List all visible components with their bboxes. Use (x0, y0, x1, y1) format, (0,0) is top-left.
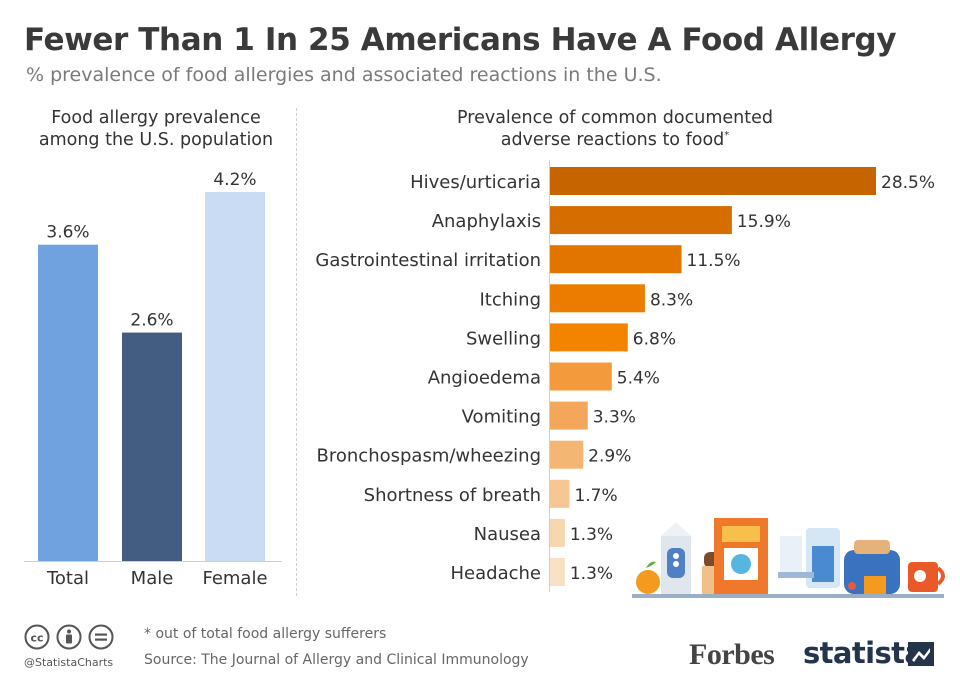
bar-vomiting (550, 401, 588, 430)
statista-logo-icon (908, 642, 934, 666)
footnote-marker: * (724, 130, 730, 142)
bar-angioedema (550, 362, 612, 391)
value-label-male: 2.6% (130, 311, 173, 331)
value-label-gastrointestinal-irritation: 11.5% (687, 251, 741, 271)
value-label-female: 4.2% (213, 170, 256, 190)
statista-handle: @StatistaCharts (24, 656, 114, 669)
category-label-vomiting: Vomiting (462, 407, 541, 428)
category-label-headache: Headache (451, 563, 541, 584)
bar-swelling (550, 323, 628, 352)
value-label-shortness-of-breath: 1.7% (574, 486, 617, 506)
value-label-headache: 1.3% (570, 564, 613, 584)
left-chart-title-line1: Food allergy prevalence (51, 108, 261, 128)
attribution-icon (56, 624, 82, 650)
equals-icon (88, 624, 114, 650)
source-note: Source: The Journal of Allergy and Clini… (144, 652, 529, 668)
bar-total (38, 244, 98, 561)
category-label-swelling: Swelling (466, 328, 541, 349)
value-label-itching: 8.3% (650, 290, 693, 310)
category-label-male: Male (131, 568, 174, 589)
bar-gastrointestinal-irritation (550, 245, 682, 274)
category-label-anaphylaxis: Anaphylaxis (432, 211, 541, 232)
left-chart-title-line2: among the U.S. population (38, 130, 274, 150)
footnote: * out of total food allergy sufferers (144, 626, 387, 642)
value-label-swelling: 6.8% (633, 329, 676, 349)
value-label-hives-urticaria: 28.5% (881, 173, 935, 193)
category-label-total: Total (46, 568, 89, 589)
statista-logo[interactable]: statista (803, 636, 924, 670)
prevalence-column-chart: 3.6% Total 2.6% Male 4.2% Female (24, 170, 282, 589)
right-chart-title-line2: adverse reactions to food (500, 130, 725, 150)
bar-hives-urticaria (550, 167, 876, 195)
license-icons: cc (24, 624, 114, 650)
value-label-vomiting: 3.3% (593, 408, 636, 428)
cc-icon: cc (24, 624, 50, 650)
svg-text:cc: cc (30, 632, 43, 645)
category-label-itching: Itching (479, 289, 541, 310)
category-label-nausea: Nausea (474, 524, 541, 545)
value-label-nausea: 1.3% (570, 525, 613, 545)
category-label-female: Female (202, 568, 267, 589)
left-chart-title: Food allergy prevalence among the U.S. p… (20, 107, 292, 151)
reactions-bar-chart: Hives/urticaria 28.5% Anaphylaxis 15.9% Gast… (315, 160, 935, 592)
food-illustration (632, 518, 945, 598)
category-label-angioedema: Angioedema (428, 368, 541, 389)
value-label-total: 3.6% (46, 223, 89, 243)
category-label-hives-urticaria: Hives/urticaria (410, 172, 541, 193)
value-label-bronchospasm-wheezing: 2.9% (588, 447, 631, 467)
forbes-logo[interactable]: Forbes (689, 638, 775, 671)
right-chart-title-line1: Prevalence of common documented (457, 108, 773, 128)
right-chart-title-line2-wrap: adverse reactions to food* (340, 129, 890, 151)
bar-itching (550, 284, 645, 313)
page-subtitle: % prevalence of food allergies and assoc… (26, 64, 662, 86)
category-label-shortness-of-breath: Shortness of breath (364, 485, 541, 506)
category-label-gastrointestinal-irritation: Gastrointestinal irritation (315, 250, 541, 271)
bar-female (205, 192, 265, 561)
bar-nausea (550, 518, 565, 547)
bar-male (122, 332, 182, 561)
bar-headache (550, 558, 565, 586)
right-chart-title: Prevalence of common documented adverse … (340, 107, 890, 151)
category-label-bronchospasm-wheezing: Bronchospasm/wheezing (317, 446, 541, 467)
page-title: Fewer Than 1 In 25 Americans Have A Food… (24, 22, 897, 58)
value-label-angioedema: 5.4% (617, 369, 660, 389)
bar-anaphylaxis (550, 206, 732, 235)
bar-bronchospasm-wheezing (550, 440, 584, 469)
value-label-anaphylaxis: 15.9% (737, 212, 791, 232)
panel-divider (296, 108, 297, 596)
bar-shortness-of-breath (550, 479, 570, 508)
